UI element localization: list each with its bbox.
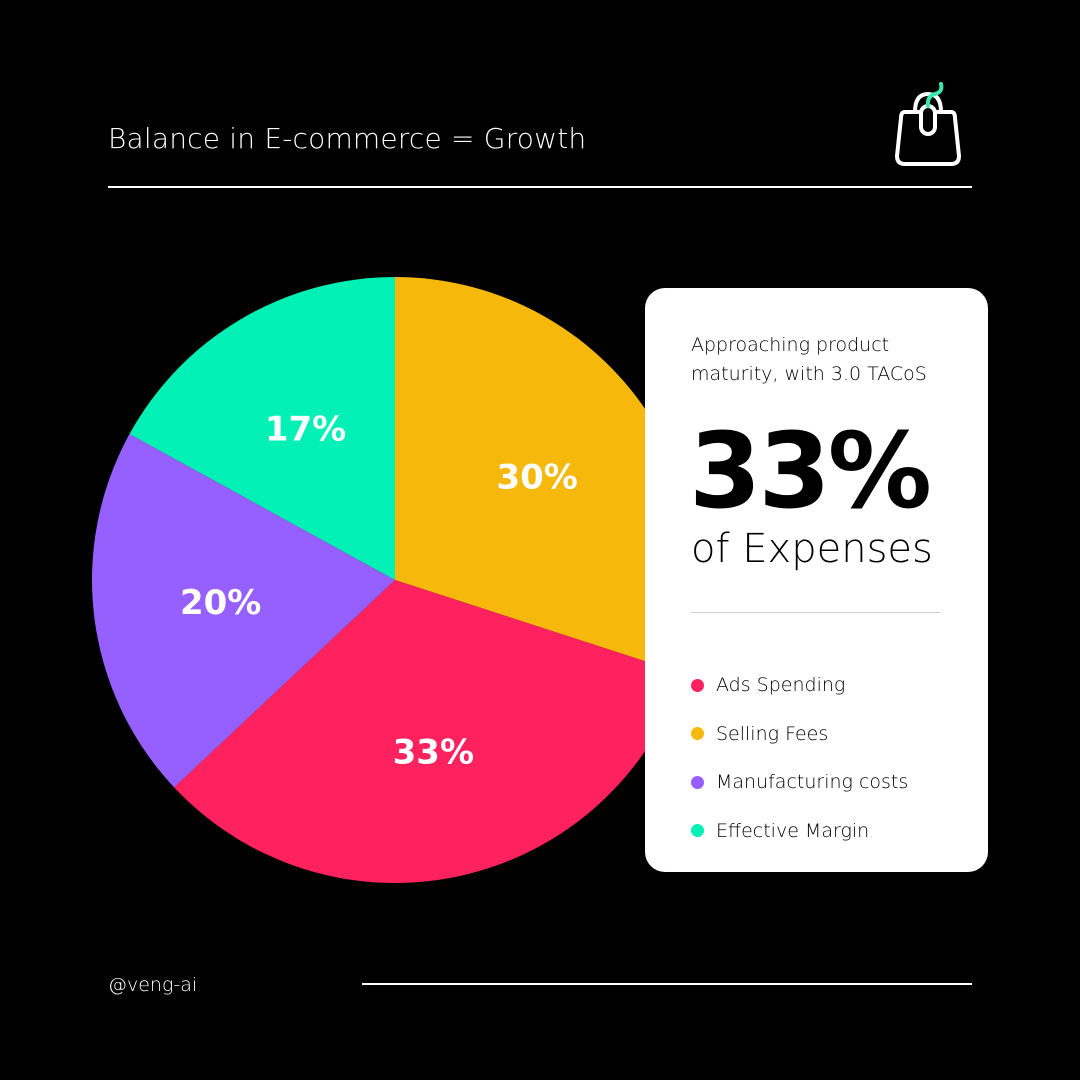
legend-item: Ads Spending — [691, 661, 908, 710]
legend-label: Manufacturing costs — [716, 771, 909, 794]
pie-slice — [174, 580, 684, 883]
page-title: Balance in E-commerce = Growth — [108, 122, 587, 155]
slice-label: 20% — [180, 583, 261, 623]
top-divider — [108, 186, 972, 188]
legend: Ads Spending Selling Fees Manufacturing … — [691, 661, 908, 855]
slice-label: 33% — [393, 733, 474, 773]
footer-handle: @veng-ai — [108, 974, 198, 996]
shopping-bag-mouse-icon — [893, 82, 963, 172]
card-subtitle: Approaching product maturity, with 3.0 T… — [691, 334, 927, 385]
legend-label: Effective Margin — [716, 819, 870, 842]
legend-label: Ads Spending — [716, 674, 846, 697]
legend-item: Manufacturing costs — [691, 758, 908, 807]
bottom-divider — [362, 983, 972, 985]
slice-label: 30% — [496, 458, 577, 498]
summary-card: Approaching product maturity, with 3.0 T… — [645, 288, 988, 872]
pie-slice — [395, 277, 698, 674]
big-value: 33% — [689, 410, 932, 532]
legend-dot — [691, 678, 704, 692]
slice-label: 17% — [265, 410, 346, 450]
pie-slice — [92, 434, 395, 788]
legend-dot — [691, 824, 704, 838]
legend-item: Effective Margin — [691, 807, 908, 856]
big-label: of Expenses — [691, 526, 933, 572]
pie-slice — [129, 277, 396, 580]
legend-label: Selling Fees — [716, 722, 829, 745]
legend-dot — [691, 727, 704, 741]
card-divider — [691, 612, 940, 613]
legend-dot — [691, 775, 704, 789]
legend-item: Selling Fees — [691, 710, 908, 759]
